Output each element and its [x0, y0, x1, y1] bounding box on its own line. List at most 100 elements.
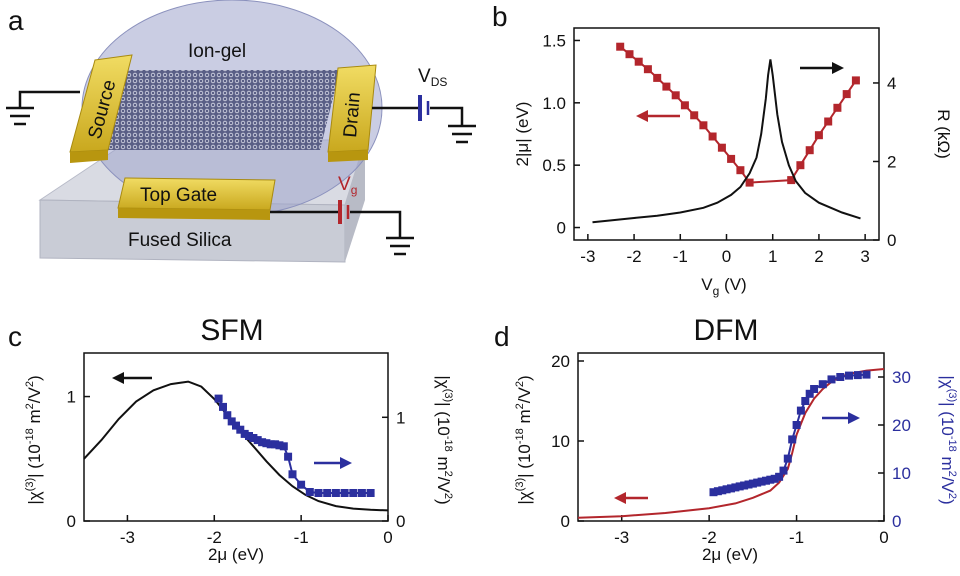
data-point-d-1: [753, 478, 762, 487]
data-point-c-1: [258, 438, 267, 447]
xlabel-c: 2μ (eV): [208, 545, 264, 564]
data-point-c-1: [214, 394, 223, 403]
data-point-b-0: [625, 50, 634, 59]
data-point-b-0: [745, 178, 754, 187]
series-layer-c: [83, 380, 389, 512]
data-point-b-0: [814, 131, 823, 140]
ytick-left-label-b: 0: [557, 219, 566, 238]
data-point-c-1: [340, 489, 349, 497]
arrow-right-blue-d: [822, 412, 860, 424]
ylabel-left-d: |χ(3)| (10-18 m2/V2): [514, 375, 534, 504]
ion-gel-label: Ion-gel: [188, 41, 246, 62]
arrow-left-red-d: [614, 492, 648, 504]
data-point-c-1: [331, 489, 340, 497]
data-point-d-1: [862, 370, 871, 379]
panel-letter-a: a: [8, 5, 24, 36]
data-point-d-1: [731, 483, 740, 492]
data-point-c-1: [297, 480, 306, 489]
xlabel-b: Vg (V): [701, 275, 746, 298]
data-point-b-0: [671, 91, 680, 100]
data-point-d-1: [757, 477, 766, 486]
ylabel-left-b: 2|μ| (eV): [513, 102, 532, 167]
gate-circuit: Vg: [270, 174, 414, 256]
ylabel-right-c: |χ(3)| (10-18 m2/V2): [434, 375, 454, 504]
data-point-d-1: [792, 421, 801, 429]
data-point-d-1: [727, 484, 735, 493]
data-point-d-1: [788, 435, 797, 444]
ytick-left-label-d: 0: [561, 512, 570, 531]
drain-label: Drain: [340, 91, 365, 138]
ytick-left-label-d: 20: [551, 352, 570, 371]
data-point-d-1: [770, 474, 779, 483]
ylabel-right-b: R (kΩ): [934, 109, 953, 159]
data-point-b-0: [805, 146, 814, 155]
xtick-label-c: 0: [383, 528, 392, 547]
data-point-c-1: [253, 436, 262, 445]
ytick-left-label-d: 10: [551, 432, 570, 451]
data-point-d-1: [735, 482, 744, 491]
xlabel-d: 2μ (eV): [702, 545, 758, 564]
data-point-b-0: [736, 166, 745, 175]
data-point-c-1: [227, 417, 236, 426]
ytick-right-label-b: 0: [887, 231, 896, 250]
arrow-right-black-b: [800, 62, 844, 74]
top-gate-label: Top Gate: [140, 185, 217, 206]
data-point-d-1: [748, 479, 757, 488]
ylabel-left-c: |χ(3)| (10-18 m2/V2): [24, 375, 44, 504]
data-point-b-0: [708, 132, 717, 141]
data-point-c-1: [223, 411, 232, 420]
data-point-b-0: [662, 82, 671, 91]
arrow-left-black-c: [112, 372, 152, 384]
title-c: SFM: [200, 314, 263, 347]
top-gate-electrode: Top Gate: [117, 177, 276, 220]
arrow-right-blue-c: [314, 457, 352, 469]
plot-frame-d: [577, 352, 885, 522]
drain-electrode: Drain: [327, 64, 377, 162]
xtick-label-c: -2: [207, 528, 222, 547]
data-point-b-0: [616, 42, 625, 51]
panel-letter-b: b: [492, 1, 508, 32]
ytick-left-label-c: 0: [67, 512, 76, 531]
xtick-label-b: 3: [860, 247, 869, 266]
data-point-c-1: [240, 429, 249, 438]
data-point-c-1: [266, 440, 275, 449]
data-point-d-1: [722, 485, 731, 494]
ytick-right-label-d: 20: [892, 416, 911, 435]
xtick-label-b: -2: [627, 247, 642, 266]
series-line-d-1: [713, 373, 867, 494]
xtick-label-d: -1: [789, 528, 804, 547]
ytick-right-label-d: 30: [892, 368, 911, 387]
source-ground: [6, 90, 80, 126]
data-point-c-1: [232, 421, 240, 430]
data-point-c-1: [262, 439, 271, 448]
ytick-left-label-b: 0.5: [542, 156, 566, 175]
panel-letter-c: c: [8, 321, 22, 352]
xtick-label-d: 0: [879, 528, 888, 547]
data-point-b-0: [787, 176, 796, 185]
panel-letter-d: d: [494, 321, 510, 352]
ytick-right-label-c: 1: [396, 408, 405, 427]
ytick-right-label-d: 0: [892, 512, 901, 531]
ytick-left-label-c: 1: [67, 388, 76, 407]
data-point-d-1: [713, 487, 722, 496]
data-point-d-1: [779, 466, 788, 475]
substrate-label: Fused Silica: [128, 230, 232, 251]
source-electrode: Source: [69, 54, 133, 163]
data-point-d-1: [762, 476, 770, 485]
data-point-d-1: [740, 481, 749, 490]
data-point-c-1: [288, 470, 297, 479]
data-point-b-0: [717, 143, 726, 152]
data-point-b-0: [699, 121, 708, 130]
data-point-d-1: [744, 480, 753, 489]
xtick-label-c: -3: [120, 528, 135, 547]
ytick-right-label-b: 2: [887, 152, 896, 171]
series-line-c-1: [217, 398, 371, 494]
xtick-label-b: 2: [814, 247, 823, 266]
series-line-b-1: [592, 59, 861, 224]
data-point-c-1: [271, 440, 280, 449]
data-point-b-0: [680, 101, 689, 110]
